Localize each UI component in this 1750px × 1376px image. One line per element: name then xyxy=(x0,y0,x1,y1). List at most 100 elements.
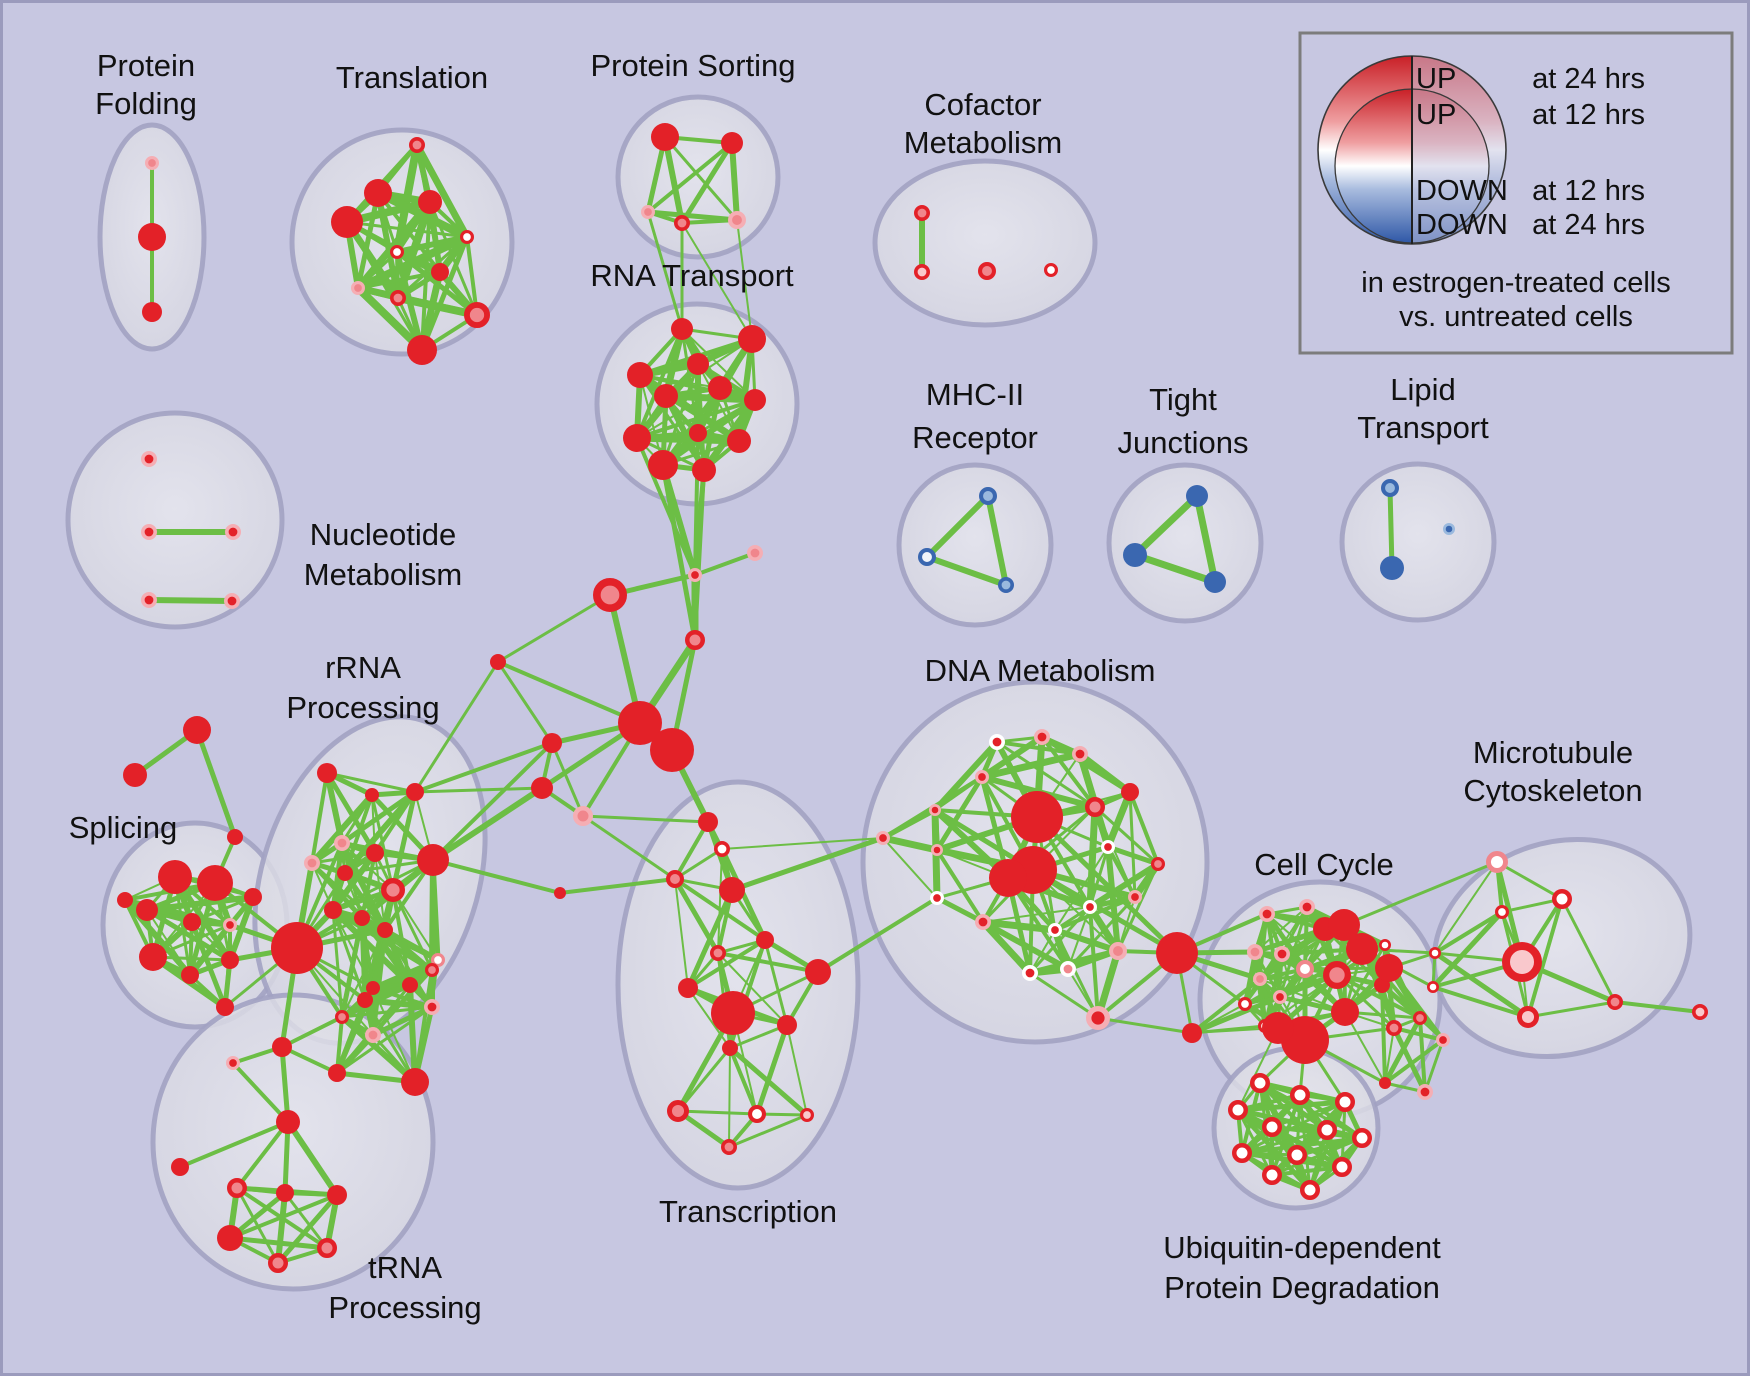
edge xyxy=(935,848,985,924)
edge xyxy=(924,493,991,560)
edge xyxy=(1086,803,1099,911)
node-dn xyxy=(1034,728,1051,745)
node-ub xyxy=(1300,1180,1320,1200)
node-dn xyxy=(1021,964,1038,981)
edge xyxy=(280,1045,339,1075)
edge xyxy=(1270,1136,1364,1177)
node-tr xyxy=(268,1253,288,1273)
node-mc xyxy=(1426,980,1439,993)
node-tr xyxy=(272,1037,292,1057)
edge xyxy=(1434,861,1498,954)
node-rt xyxy=(654,384,678,408)
edge xyxy=(685,887,735,991)
node-ct xyxy=(913,205,930,222)
edge xyxy=(660,462,698,643)
node-rr xyxy=(431,953,446,968)
edge xyxy=(1500,897,1564,914)
cluster-trna-processing-label: Processing xyxy=(328,1290,481,1325)
edge xyxy=(1613,1000,1702,1014)
node-cc xyxy=(1331,998,1359,1026)
edge xyxy=(330,840,345,913)
cluster-protein-sorting-label: Protein Sorting xyxy=(590,48,795,83)
cluster-lipid-transport-label: Lipid xyxy=(1390,372,1456,407)
node-cc xyxy=(1252,972,1267,987)
edge xyxy=(1088,905,1100,1020)
edge xyxy=(1335,973,1422,1020)
node-rt xyxy=(627,362,653,388)
edge xyxy=(231,1061,290,1124)
node-mc xyxy=(1428,946,1441,959)
edge xyxy=(1270,1165,1344,1177)
node-sp xyxy=(139,943,167,971)
node-lt xyxy=(1442,522,1455,535)
edge xyxy=(391,888,434,972)
edge xyxy=(1235,1099,1348,1113)
edge xyxy=(275,1190,288,1266)
cluster-cell-cycle-label: Cell Cycle xyxy=(1254,847,1394,882)
edge xyxy=(1030,867,1180,956)
edge xyxy=(550,741,585,818)
node-tl xyxy=(408,137,425,154)
edge xyxy=(465,235,479,317)
node-rt xyxy=(744,389,766,411)
edge xyxy=(330,907,413,988)
cluster-cofactor-metabolism-ellipse xyxy=(872,158,1098,328)
node-sp xyxy=(244,888,262,906)
edge xyxy=(633,434,743,445)
node-lt xyxy=(1381,478,1400,497)
node-rt xyxy=(687,353,709,375)
edge xyxy=(345,220,424,352)
cluster-ubiquitin-degradation-label: Ubiquitin-dependent xyxy=(1163,1230,1441,1265)
edge xyxy=(727,1045,810,1118)
cluster-microtubule-cytoskeleton-label: Microtubule xyxy=(1473,735,1633,770)
edge xyxy=(413,786,544,794)
node-rr xyxy=(333,834,350,851)
node-rr xyxy=(423,998,440,1015)
edge xyxy=(325,771,417,794)
edge xyxy=(979,918,1059,934)
edge xyxy=(1495,860,1564,901)
edge xyxy=(676,1109,759,1116)
node-cc xyxy=(1386,1019,1403,1036)
edge xyxy=(635,398,757,440)
edge xyxy=(413,660,500,794)
edge xyxy=(880,807,938,841)
edge xyxy=(390,789,418,893)
node-ub xyxy=(1317,1120,1337,1140)
node-rt xyxy=(692,458,716,482)
legend-caption: in estrogen-treated cells xyxy=(1361,267,1671,299)
edge xyxy=(413,741,554,794)
edge xyxy=(431,741,554,862)
node-tr2 xyxy=(171,1158,189,1176)
cluster-nucleotide-metabolism-ellipse xyxy=(65,410,285,630)
edge xyxy=(786,1024,808,1116)
edge xyxy=(122,897,193,978)
edge xyxy=(558,877,677,895)
node-tl xyxy=(460,229,475,244)
edge xyxy=(728,1046,759,1116)
node-cc xyxy=(1262,1012,1294,1044)
node-dn xyxy=(930,891,945,906)
edge xyxy=(373,790,417,855)
edge xyxy=(979,918,1034,977)
node-sp xyxy=(183,913,201,931)
edge xyxy=(1116,862,1160,953)
edge xyxy=(729,835,886,893)
node-ub xyxy=(1290,1085,1310,1105)
node-rt xyxy=(648,450,678,480)
node-tx xyxy=(678,978,698,998)
node-tr xyxy=(225,1055,240,1070)
edge xyxy=(934,895,986,925)
node-dn xyxy=(1150,857,1165,872)
edge xyxy=(1430,909,1505,990)
nodes xyxy=(117,123,1709,1273)
edge xyxy=(1066,895,1137,971)
node-ub xyxy=(1228,1100,1248,1120)
node-tl xyxy=(331,206,363,238)
edge xyxy=(717,848,723,954)
node-cc xyxy=(1296,960,1315,979)
legend-direction-label: UP xyxy=(1416,63,1456,95)
edge xyxy=(285,1119,340,1198)
node-cc xyxy=(1247,943,1264,960)
node-tx xyxy=(756,931,774,949)
